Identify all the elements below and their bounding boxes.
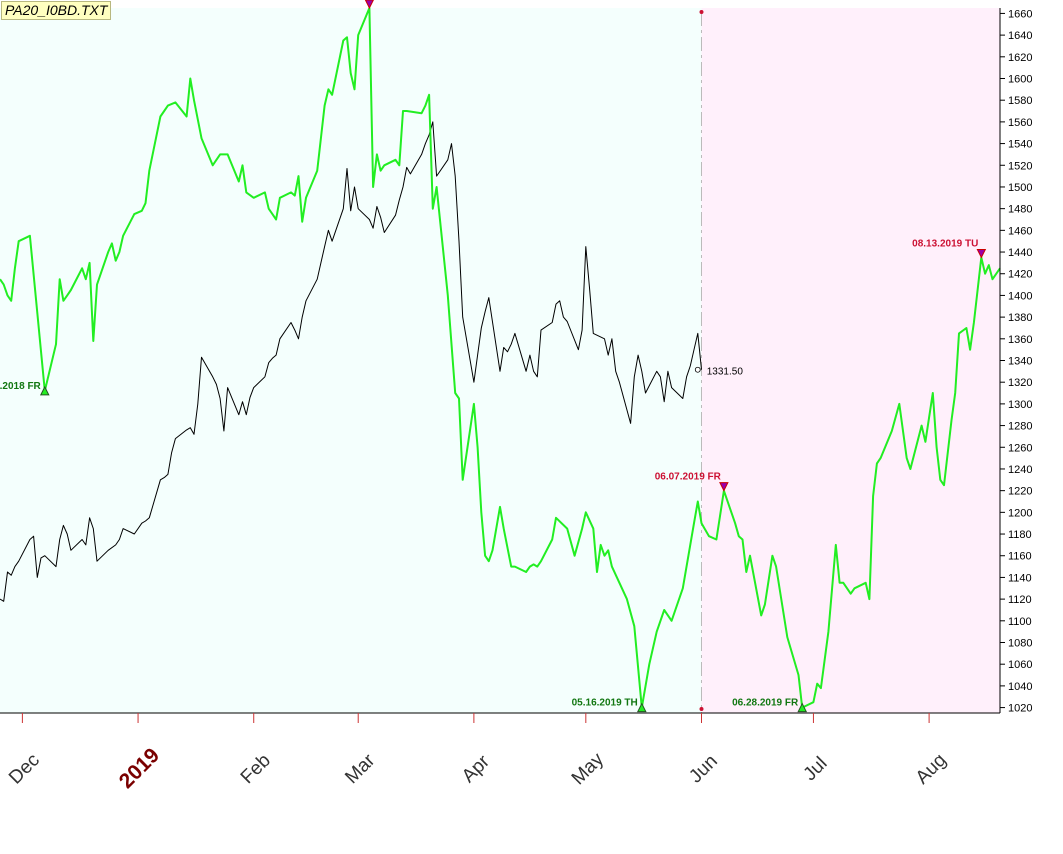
history-region <box>0 8 702 713</box>
top-turning-label: 08.13.2019 TU <box>912 238 978 249</box>
y-tick-label: 1640 <box>1008 30 1032 42</box>
x-month-label: Jun <box>685 751 722 788</box>
y-tick-label: 1460 <box>1008 225 1032 237</box>
bottom-turning-marker <box>39 385 50 396</box>
y-tick-label: 1320 <box>1008 377 1032 389</box>
y-tick-label: 1660 <box>1008 8 1032 20</box>
y-tick-label: 1400 <box>1008 290 1032 302</box>
y-tick-label: 1440 <box>1008 247 1032 259</box>
x-month-label: Aug <box>912 750 951 789</box>
x-month-label: Mar <box>341 750 379 788</box>
x-month-label: Apr <box>458 751 494 787</box>
y-tick-label: 1060 <box>1008 659 1032 671</box>
forecast-region <box>701 8 1000 713</box>
y-tick-label: 1240 <box>1008 464 1032 476</box>
y-tick-label: 1220 <box>1008 486 1032 498</box>
y-tick-label: 1600 <box>1008 74 1032 86</box>
y-tick-label: 1160 <box>1008 551 1032 563</box>
y-tick-label: 1280 <box>1008 421 1032 433</box>
file-name-label: PA20_I0BD.TXT <box>1 1 112 20</box>
bottom-turning-label: 07.2018 FR <box>0 381 42 392</box>
y-tick-label: 1580 <box>1008 95 1032 107</box>
y-tick-label: 1500 <box>1008 182 1032 194</box>
forecast-series-line <box>0 7 1001 709</box>
bottom-turning-marker <box>797 702 808 713</box>
top-turning-label: 06.07.2019 FR <box>655 472 722 483</box>
x-month-label: Feb <box>237 750 275 788</box>
y-tick-label: 1340 <box>1008 356 1032 368</box>
y-tick-label: 1020 <box>1008 703 1032 715</box>
y-tick-label: 1620 <box>1008 52 1032 64</box>
x-month-label: Jul <box>800 753 832 785</box>
y-tick-label: 1300 <box>1008 399 1032 411</box>
bottom-turning-label: 06.28.2019 FR <box>732 698 799 709</box>
y-tick-label: 1560 <box>1008 117 1032 129</box>
y-tick-label: 1080 <box>1008 638 1032 650</box>
y-tick-label: 1540 <box>1008 139 1032 151</box>
last-price-label: 1331.50 <box>707 367 744 378</box>
x-month-label: Dec <box>5 750 44 789</box>
separator-bottom-dot <box>699 707 704 711</box>
y-tick-label: 1140 <box>1008 572 1032 584</box>
y-tick-label: 1200 <box>1008 507 1032 519</box>
top-turning-marker <box>719 482 729 492</box>
top-turning-marker <box>364 0 374 10</box>
y-tick-label: 1120 <box>1008 594 1032 606</box>
separator-top-dot <box>699 10 704 14</box>
y-tick-label: 1480 <box>1008 204 1032 216</box>
y-tick-label: 1420 <box>1008 269 1032 281</box>
price-series-line <box>0 121 702 602</box>
top-turning-marker <box>976 248 987 259</box>
y-tick-label: 1180 <box>1008 529 1032 541</box>
y-tick-label: 1360 <box>1008 334 1032 346</box>
bottom-turning-marker <box>636 702 647 713</box>
x-year-label: 2019 <box>115 744 164 793</box>
x-month-label: May <box>568 749 609 790</box>
y-tick-label: 1260 <box>1008 442 1032 454</box>
y-tick-label: 1040 <box>1008 681 1032 693</box>
y-tick-label: 1100 <box>1008 616 1032 628</box>
last-price-point <box>694 366 701 373</box>
y-tick-label: 1380 <box>1008 312 1032 324</box>
bottom-turning-label: 05.16.2019 TH <box>572 698 638 709</box>
y-tick-label: 1520 <box>1008 160 1032 172</box>
